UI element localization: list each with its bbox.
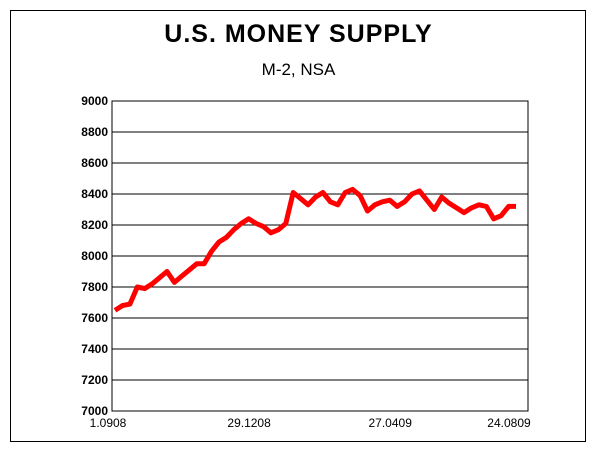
y-tick-label-9000: 9000: [81, 94, 108, 108]
x-tick-label-0: 1.0908: [90, 416, 127, 430]
y-tick-label-8200: 8200: [81, 218, 108, 232]
y-tick-label-8000: 8000: [81, 249, 108, 263]
y-tick-label-7200: 7200: [81, 373, 108, 387]
plot-border: [111, 100, 529, 412]
x-tick-label-3: 24.0809: [487, 416, 531, 430]
y-tick-label-8400: 8400: [81, 187, 108, 201]
y-tick-label-7600: 7600: [81, 311, 108, 325]
y-tick-label-7400: 7400: [81, 342, 108, 356]
y-tick-label-8800: 8800: [81, 125, 108, 139]
x-tick-label-1: 29.1208: [227, 416, 271, 430]
y-tick-label-7800: 7800: [81, 280, 108, 294]
y-tick-label-7000: 7000: [81, 404, 108, 418]
x-tick-label-2: 27.0409: [368, 416, 412, 430]
chart-title: U.S. MONEY SUPPLY: [164, 20, 433, 48]
y-tick-label-8600: 8600: [81, 156, 108, 170]
chart-subtitle: M-2, NSA: [261, 60, 336, 79]
